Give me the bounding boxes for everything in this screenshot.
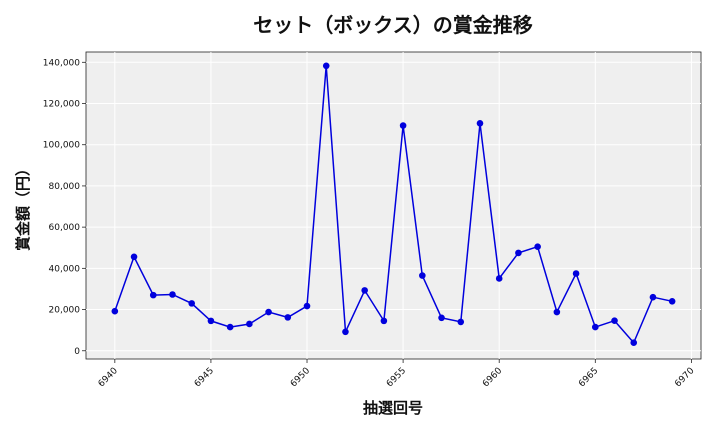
y-tick-label: 120,000: [43, 100, 80, 110]
data-point: [534, 243, 541, 251]
data-point: [361, 287, 368, 294]
data-point: [495, 275, 503, 282]
data-point: [284, 314, 292, 321]
data-point: [303, 302, 311, 310]
data-point: [322, 62, 330, 70]
grid: [86, 52, 701, 359]
x-tick-label: 6970: [673, 366, 696, 389]
data-point: [649, 293, 657, 301]
data-point: [111, 307, 119, 315]
data-point: [476, 119, 484, 127]
data-point: [130, 253, 138, 261]
y-tick-label: 60,000: [49, 223, 81, 233]
data-point: [611, 317, 618, 324]
x-tick-label: 6950: [289, 366, 312, 389]
data-point: [246, 320, 253, 328]
data-point: [342, 328, 349, 336]
data-point: [207, 317, 215, 325]
data-point: [380, 317, 388, 325]
plot-area: [85, 51, 702, 360]
series-points: [111, 62, 676, 347]
y-tick-label: 20,000: [49, 306, 81, 316]
data-point: [399, 122, 407, 129]
data-point: [630, 339, 638, 347]
y-tick-label: 40,000: [49, 264, 81, 274]
x-tick-label: 6965: [577, 366, 600, 389]
data-point: [591, 323, 599, 331]
data-point: [515, 249, 522, 257]
data-point: [226, 323, 234, 331]
y-tick-label: 80,000: [49, 182, 81, 192]
series-line: [114, 65, 673, 345]
data-point: [265, 308, 272, 316]
data-point: [149, 291, 157, 299]
y-axis-label: 賞金額（円）: [14, 161, 32, 251]
data-point: [668, 298, 676, 305]
x-axis-label: 抽選回号: [363, 399, 423, 417]
data-point: [572, 270, 580, 277]
y-tick-label: 140,000: [43, 58, 80, 68]
data-point: [457, 318, 465, 326]
y-tick-label: 100,000: [43, 141, 80, 151]
x-tick-label: 6960: [481, 366, 504, 389]
data-point: [169, 291, 176, 298]
x-tick-label: 6955: [385, 366, 408, 389]
data-point: [438, 314, 445, 322]
y-tick-label: 0: [74, 347, 80, 357]
data-point: [188, 300, 196, 307]
x-tick-label: 6945: [193, 366, 216, 389]
data-point: [553, 308, 561, 316]
x-tick-label: 6940: [97, 366, 120, 389]
chart-title: セット（ボックス）の賞金推移: [253, 13, 532, 37]
data-point: [419, 272, 426, 279]
